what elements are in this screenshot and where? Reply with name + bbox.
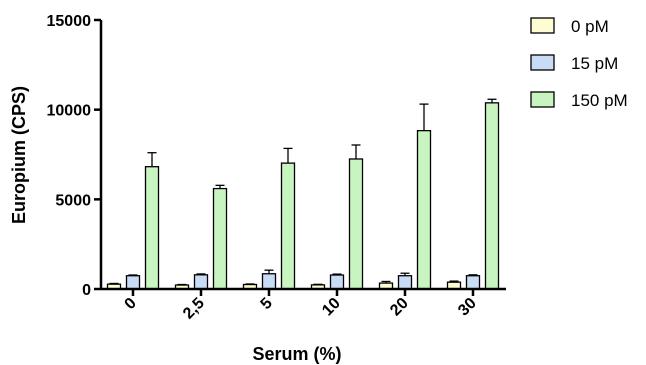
y-axis-title: Europium (CPS) xyxy=(9,86,29,224)
bar-15pm-3 xyxy=(329,274,345,290)
bar-15pm-2 xyxy=(261,273,277,290)
bar-15pm-0 xyxy=(125,275,141,290)
y-tick-label: 15000 xyxy=(47,13,92,30)
x-tick-label: 0 xyxy=(122,295,140,313)
bar-15pm-4 xyxy=(397,275,413,290)
bar-150pm-4 xyxy=(416,129,432,290)
bar-150pm-2 xyxy=(280,162,296,290)
legend-label: 150 pM xyxy=(571,91,628,110)
y-tick-label: 0 xyxy=(82,282,91,299)
legend-label: 0 pM xyxy=(571,17,609,36)
legend: 0 pM 15 pM 150 pM xyxy=(530,17,628,110)
legend-swatch xyxy=(530,91,555,108)
x-tick-label: 5 xyxy=(258,295,276,313)
bar-150pm-1 xyxy=(212,187,228,290)
x-tick-label: 20 xyxy=(387,295,412,320)
y-axis-ticks: 0 5000 10000 15000 xyxy=(47,13,101,299)
bar-150pm-5 xyxy=(484,102,500,290)
x-tick-label: 2,5 xyxy=(180,295,208,323)
bar-150pm-3 xyxy=(348,158,364,290)
y-tick-label: 5000 xyxy=(55,192,91,209)
bar-150pm-0 xyxy=(144,166,160,290)
legend-label: 15 pM xyxy=(571,54,618,73)
error-bars-layer xyxy=(109,98,497,286)
x-axis-ticks: 0 2,5 5 10 20 30 xyxy=(122,289,480,323)
bar-15pm-1 xyxy=(193,274,209,290)
bar-15pm-5 xyxy=(465,275,481,290)
bars-layer xyxy=(106,102,500,290)
legend-swatch xyxy=(530,17,555,34)
x-tick-label: 30 xyxy=(455,295,480,320)
x-tick-label: 10 xyxy=(319,295,344,320)
x-axis-title: Serum (%) xyxy=(252,344,341,364)
y-tick-label: 10000 xyxy=(47,103,92,120)
legend-swatch xyxy=(530,54,555,71)
